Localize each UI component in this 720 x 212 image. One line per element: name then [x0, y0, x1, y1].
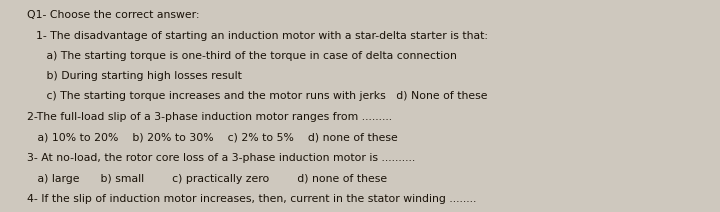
Text: a) 10% to 20%    b) 20% to 30%    c) 2% to 5%    d) none of these: a) 10% to 20% b) 20% to 30% c) 2% to 5% … — [27, 132, 398, 142]
Text: b) During starting high losses result: b) During starting high losses result — [36, 71, 242, 81]
Text: 1- The disadvantage of starting an induction motor with a star-delta starter is : 1- The disadvantage of starting an induc… — [36, 31, 488, 41]
Text: Q1- Choose the correct answer:: Q1- Choose the correct answer: — [27, 10, 200, 20]
Text: a) large      b) small        c) practically zero        d) none of these: a) large b) small c) practically zero d)… — [27, 174, 387, 184]
Text: 3- At no-load, the rotor core loss of a 3-phase induction motor is ..........: 3- At no-load, the rotor core loss of a … — [27, 153, 415, 163]
Text: a) The starting torque is one-third of the torque in case of delta connection: a) The starting torque is one-third of t… — [36, 51, 457, 61]
Text: 4- If the slip of induction motor increases, then, current in the stator winding: 4- If the slip of induction motor increa… — [27, 194, 477, 204]
Text: c) The starting torque increases and the motor runs with jerks   d) None of thes: c) The starting torque increases and the… — [36, 91, 487, 101]
Text: 2-The full-load slip of a 3-phase induction motor ranges from .........: 2-The full-load slip of a 3-phase induct… — [27, 112, 392, 122]
